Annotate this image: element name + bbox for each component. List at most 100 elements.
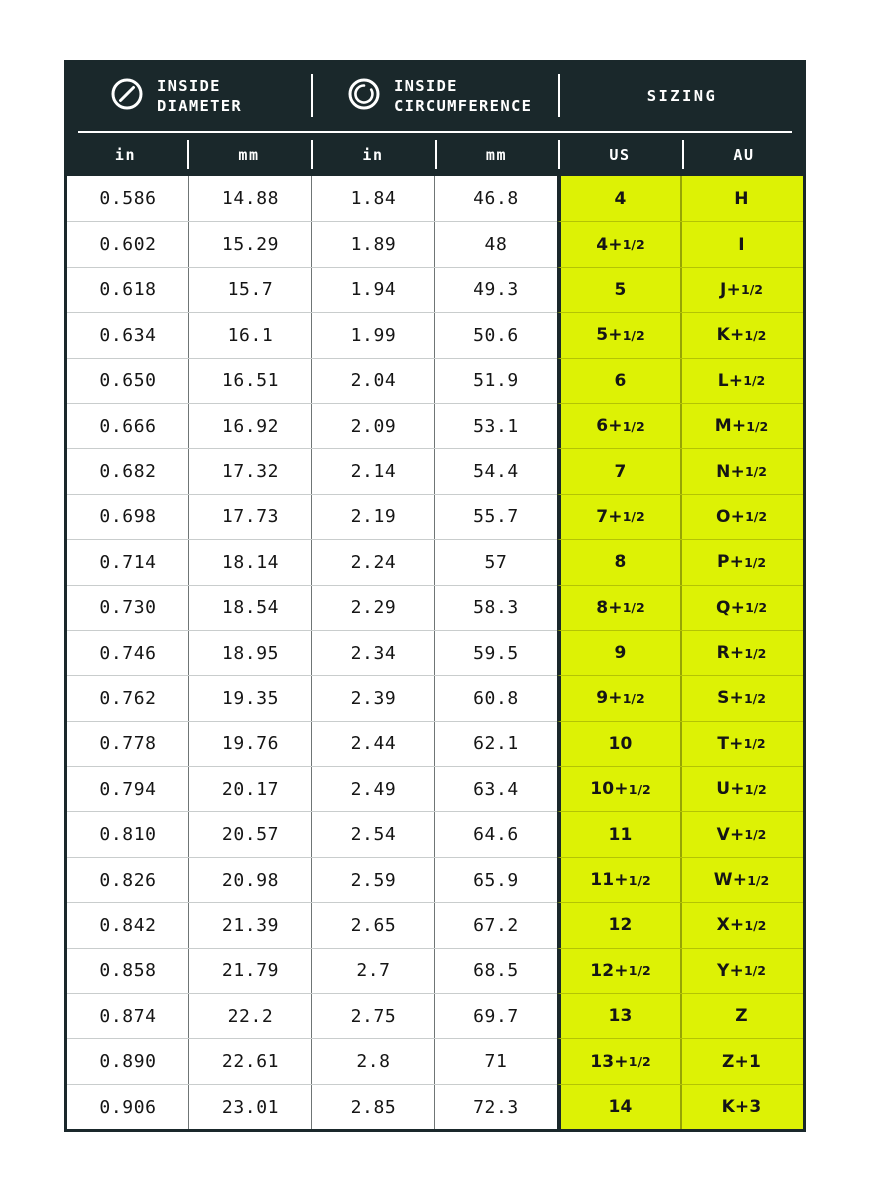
half-fraction: 1/2 bbox=[744, 827, 767, 843]
cell-circumference-in: 2.54 bbox=[310, 811, 435, 858]
half-fraction: 1/2 bbox=[744, 554, 767, 570]
cell-sizing-us: 4 bbox=[556, 176, 680, 222]
cell-diameter-mm: 21.39 bbox=[188, 902, 312, 949]
column-header-circumference-mm: mm bbox=[435, 133, 558, 176]
cell-sizing-au: Q+ 1/2 bbox=[680, 584, 803, 631]
cell-sizing-au: Y+ 1/2 bbox=[680, 947, 803, 994]
cell-circumference-in: 2.75 bbox=[310, 993, 435, 1039]
cell-sizing-au: L+ 1/2 bbox=[680, 357, 803, 404]
cell-circumference-in: 2.09 bbox=[310, 402, 435, 449]
cell-circumference-in: 1.84 bbox=[310, 176, 435, 222]
cell-diameter-in: 0.858 bbox=[67, 947, 189, 994]
cell-circumference-mm: 68.5 bbox=[433, 947, 557, 994]
cell-sizing-au: K+ 1/2 bbox=[680, 312, 803, 358]
table-row: 0.858 21.79 2.7 68.5 12+ 1/2 Y+ 1/2 bbox=[67, 947, 803, 994]
column-header-sizing-au: AU bbox=[682, 133, 806, 176]
cell-sizing-au: M+ 1/2 bbox=[680, 402, 803, 449]
cell-circumference-in: 1.89 bbox=[310, 221, 435, 268]
cell-diameter-in: 0.810 bbox=[67, 811, 189, 857]
cell-diameter-mm: 16.1 bbox=[188, 312, 312, 358]
cell-diameter-in: 0.602 bbox=[67, 221, 189, 267]
cell-diameter-in: 0.586 bbox=[67, 176, 189, 222]
cell-diameter-in: 0.762 bbox=[67, 675, 189, 721]
half-fraction: 1/2 bbox=[622, 509, 645, 525]
cell-diameter-mm: 16.51 bbox=[188, 357, 312, 404]
table-body: 0.586 14.88 1.84 46.8 4 H 0.602 15.29 1.89 48 4+ 1/… bbox=[64, 176, 806, 1133]
cell-sizing-au: O+ 1/2 bbox=[680, 493, 803, 540]
cell-diameter-mm: 18.95 bbox=[188, 629, 312, 676]
cell-diameter-in: 0.746 bbox=[67, 629, 189, 676]
cell-diameter-in: 0.618 bbox=[67, 266, 189, 313]
half-fraction: 1/2 bbox=[744, 327, 767, 343]
cell-sizing-us: 4+ 1/2 bbox=[556, 221, 680, 267]
cell-sizing-au: R+ 1/2 bbox=[680, 629, 803, 676]
header-divider bbox=[78, 131, 792, 133]
cell-sizing-us: 9+ 1/2 bbox=[556, 675, 680, 721]
cell-circumference-in: 2.8 bbox=[310, 1038, 435, 1085]
cell-diameter-mm: 21.79 bbox=[188, 947, 312, 994]
cell-diameter-mm: 23.01 bbox=[188, 1083, 312, 1130]
table-row: 0.666 16.92 2.09 53.1 6+ 1/2 M+ 1/2 bbox=[67, 402, 803, 449]
cell-diameter-mm: 18.14 bbox=[188, 539, 312, 585]
half-fraction: 1/2 bbox=[622, 600, 645, 616]
cell-circumference-mm: 72.3 bbox=[433, 1083, 557, 1130]
table-row: 0.730 18.54 2.29 58.3 8+ 1/2 Q+ 1/2 bbox=[67, 584, 803, 631]
table-row: 0.842 21.39 2.65 67.2 12 X+ 1/2 bbox=[67, 902, 803, 949]
header-unit-row: in mm in mm US AU bbox=[64, 133, 806, 176]
cell-circumference-mm: 58.3 bbox=[433, 584, 557, 631]
cell-diameter-in: 0.650 bbox=[67, 357, 189, 403]
cell-diameter-mm: 15.29 bbox=[188, 221, 312, 268]
cell-circumference-mm: 62.1 bbox=[433, 720, 557, 767]
cell-sizing-us: 10 bbox=[556, 720, 680, 767]
cell-sizing-au: U+ 1/2 bbox=[680, 766, 803, 812]
header-group-sizing: SIZING bbox=[558, 60, 806, 131]
cell-circumference-in: 2.24 bbox=[310, 539, 435, 585]
cell-circumference-in: 2.7 bbox=[310, 947, 435, 994]
cell-sizing-us: 6+ 1/2 bbox=[556, 402, 680, 449]
half-fraction: 1/2 bbox=[628, 1054, 651, 1070]
cell-sizing-au: X+ 1/2 bbox=[680, 902, 803, 949]
cell-circumference-mm: 67.2 bbox=[433, 902, 557, 949]
cell-circumference-in: 2.44 bbox=[310, 720, 435, 767]
cell-circumference-mm: 55.7 bbox=[433, 493, 557, 540]
cell-diameter-in: 0.906 bbox=[67, 1083, 189, 1130]
table-row: 0.762 19.35 2.39 60.8 9+ 1/2 S+ 1/2 bbox=[67, 675, 803, 722]
cell-diameter-in: 0.698 bbox=[67, 493, 189, 540]
table-row: 0.810 20.57 2.54 64.6 11 V+ 1/2 bbox=[67, 811, 803, 858]
cell-sizing-au: I bbox=[680, 221, 803, 268]
header-group-label: INSIDE CIRCUMFERENCE bbox=[394, 76, 533, 115]
header-group-inside-circumference: INSIDE CIRCUMFERENCE bbox=[311, 60, 558, 131]
cell-sizing-us: 7+ 1/2 bbox=[556, 493, 680, 540]
header-group-label: INSIDE DIAMETER bbox=[157, 76, 243, 115]
cell-diameter-mm: 20.98 bbox=[188, 856, 312, 903]
cell-diameter-mm: 17.73 bbox=[188, 493, 312, 540]
cell-diameter-mm: 15.7 bbox=[188, 266, 312, 313]
inside-diameter-icon bbox=[110, 77, 144, 115]
table-row: 0.890 22.61 2.8 71 13+ 1/2 Z+1 bbox=[67, 1038, 803, 1085]
cell-diameter-in: 0.714 bbox=[67, 539, 189, 585]
half-fraction: 1/2 bbox=[744, 917, 767, 933]
cell-sizing-au: V+ 1/2 bbox=[680, 811, 803, 858]
cell-circumference-in: 1.94 bbox=[310, 266, 435, 313]
cell-circumference-mm: 59.5 bbox=[433, 629, 557, 676]
table-row: 0.618 15.7 1.94 49.3 5 J+ 1/2 bbox=[67, 266, 803, 313]
half-fraction: 1/2 bbox=[744, 781, 767, 797]
cell-diameter-in: 0.682 bbox=[67, 448, 189, 494]
cell-diameter-mm: 19.35 bbox=[188, 675, 312, 722]
cell-circumference-mm: 46.8 bbox=[433, 176, 557, 222]
cell-diameter-mm: 20.17 bbox=[188, 766, 312, 812]
half-fraction: 1/2 bbox=[622, 418, 645, 434]
half-fraction: 1/2 bbox=[628, 963, 651, 979]
half-fraction: 1/2 bbox=[743, 963, 766, 979]
half-fraction: 1/2 bbox=[743, 690, 766, 706]
half-fraction: 1/2 bbox=[744, 464, 767, 480]
cell-sizing-us: 11 bbox=[556, 811, 680, 857]
column-header-diameter-mm: mm bbox=[187, 133, 311, 176]
half-fraction: 1/2 bbox=[743, 373, 766, 389]
cell-diameter-in: 0.666 bbox=[67, 402, 189, 449]
half-fraction: 1/2 bbox=[746, 418, 769, 434]
column-header-sizing-us: US bbox=[558, 133, 682, 176]
cell-sizing-au: J+ 1/2 bbox=[680, 266, 803, 313]
cell-circumference-mm: 63.4 bbox=[433, 766, 557, 812]
cell-circumference-in: 2.65 bbox=[310, 902, 435, 949]
